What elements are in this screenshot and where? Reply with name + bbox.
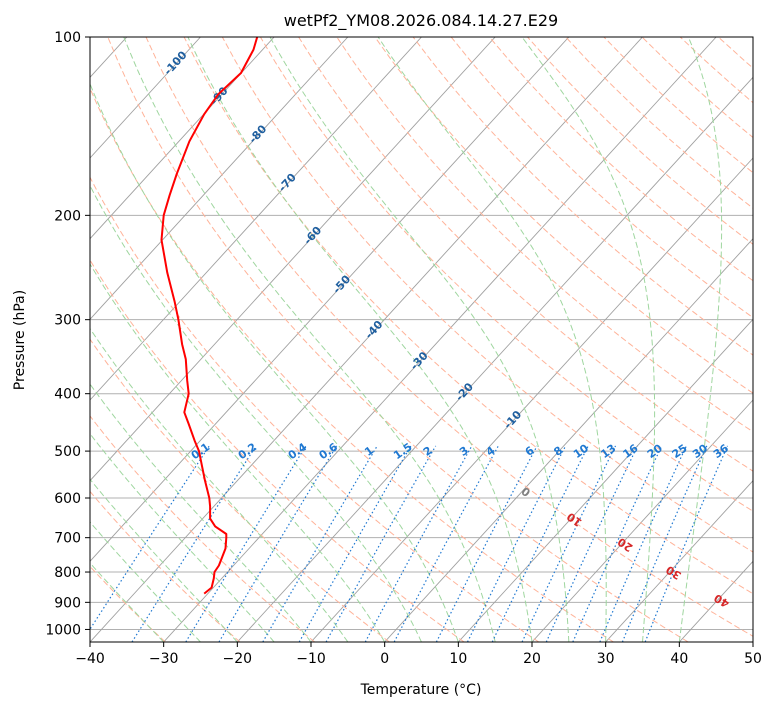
moist-adiabat-line: [521, 37, 656, 642]
x-tick-label: −30: [149, 651, 179, 667]
x-tick-label: 40: [670, 651, 688, 667]
mixing-ratio-line: [185, 445, 307, 642]
isotherm-line: [310, 157, 753, 642]
x-axis: −40 −30 −20 −10 0 10 20 30 40 50: [75, 642, 762, 667]
y-tick-label: 1000: [45, 622, 81, 638]
x-tick-label: −40: [75, 651, 105, 667]
isotherm-line: [90, 37, 201, 159]
moist-adiabat-line: [90, 521, 201, 642]
dry-adiabat-line: [450, 37, 753, 319]
dry-adiabat-line: [183, 37, 753, 595]
mixing-ratio-line: [621, 445, 708, 642]
temperature-line: [160, 37, 259, 595]
isotherm-line: [237, 76, 753, 642]
dry-adiabat-line: [90, 87, 614, 642]
profile-lines: [160, 37, 259, 595]
y-tick-label: 200: [54, 208, 81, 224]
y-tick-label: 600: [54, 491, 81, 507]
isotherm-line: [90, 37, 570, 563]
y-tick-label: 100: [54, 30, 81, 46]
dry-adiabat-line: [336, 37, 753, 433]
isotherm-line: [384, 237, 753, 642]
y-tick-label: 900: [54, 595, 81, 611]
isotherm-line: [90, 37, 422, 401]
y-tick-label: 300: [54, 313, 81, 329]
mixing-ratio-line: [599, 445, 687, 642]
dry-adiabat-line: [90, 415, 316, 642]
mixing-ratio-line: [325, 445, 437, 642]
moist-adiabat-line: [678, 37, 723, 642]
x-tick-label: 10: [449, 651, 467, 667]
plot-frame: [89, 36, 754, 643]
dry-adiabat-line: [90, 259, 465, 642]
dry-adiabat-line: [90, 176, 540, 642]
background-lines: [90, 37, 753, 642]
isotherm-line: [90, 37, 349, 321]
moist-adiabat-line: [90, 82, 459, 642]
moist-adiabat-line: [90, 383, 312, 642]
chart-title: wetPf2_YM08.2026.084.14.27.E29: [284, 11, 558, 31]
x-tick-label: 20: [523, 651, 541, 667]
x-tick-label: 0: [380, 651, 389, 667]
moist-adiabat-line: [269, 37, 570, 642]
mixing-ratio-line: [218, 445, 338, 642]
y-tick-label: 500: [54, 444, 81, 460]
moist-adiabat-line: [377, 37, 607, 642]
isotherm-line: [458, 318, 753, 642]
moist-adiabat-line: [90, 184, 422, 642]
x-tick-label: 30: [597, 651, 615, 667]
moist-adiabat-line: [90, 327, 349, 642]
dry-adiabat-line: [145, 37, 753, 637]
mixing-ratio-line: [90, 445, 210, 631]
x-tick-label: 50: [744, 651, 762, 667]
y-tick-label: 400: [54, 387, 81, 403]
x-axis-label: Temperature (°C): [360, 682, 482, 698]
mixing-ratio-line: [262, 445, 378, 642]
isotherm-line: [163, 37, 717, 642]
mixing-ratio-line: [131, 445, 257, 642]
moist-adiabat-line: [90, 478, 238, 642]
x-tick-label: −20: [223, 651, 253, 667]
isotherm-line: [605, 479, 753, 642]
y-axis-label: Pressure (hPa): [12, 290, 28, 390]
isotherm-line: [90, 37, 496, 482]
isotherm-line: [531, 399, 753, 642]
y-tick-label: 800: [54, 565, 81, 581]
x-tick-label: −10: [296, 651, 326, 667]
y-axis: 100 200 300 400 500 600 700 800 900 1000: [45, 30, 90, 638]
mixing-ratio-line: [466, 445, 567, 642]
dry-adiabat-line: [107, 37, 689, 642]
dry-adiabat-line: [412, 37, 753, 356]
mixing-ratio-line: [435, 445, 538, 642]
dry-adiabat-line: [90, 338, 390, 642]
mixing-ratio-line: [491, 445, 589, 642]
moist-adiabat-line: [90, 263, 386, 642]
mixing-ratio-line: [521, 445, 617, 642]
isotherm-line: [90, 37, 275, 240]
dry-adiabat-line: [298, 37, 753, 472]
moist-adiabat-line: [90, 562, 165, 642]
moist-adiabat-line: [90, 432, 275, 642]
y-tick-label: 700: [54, 531, 81, 547]
